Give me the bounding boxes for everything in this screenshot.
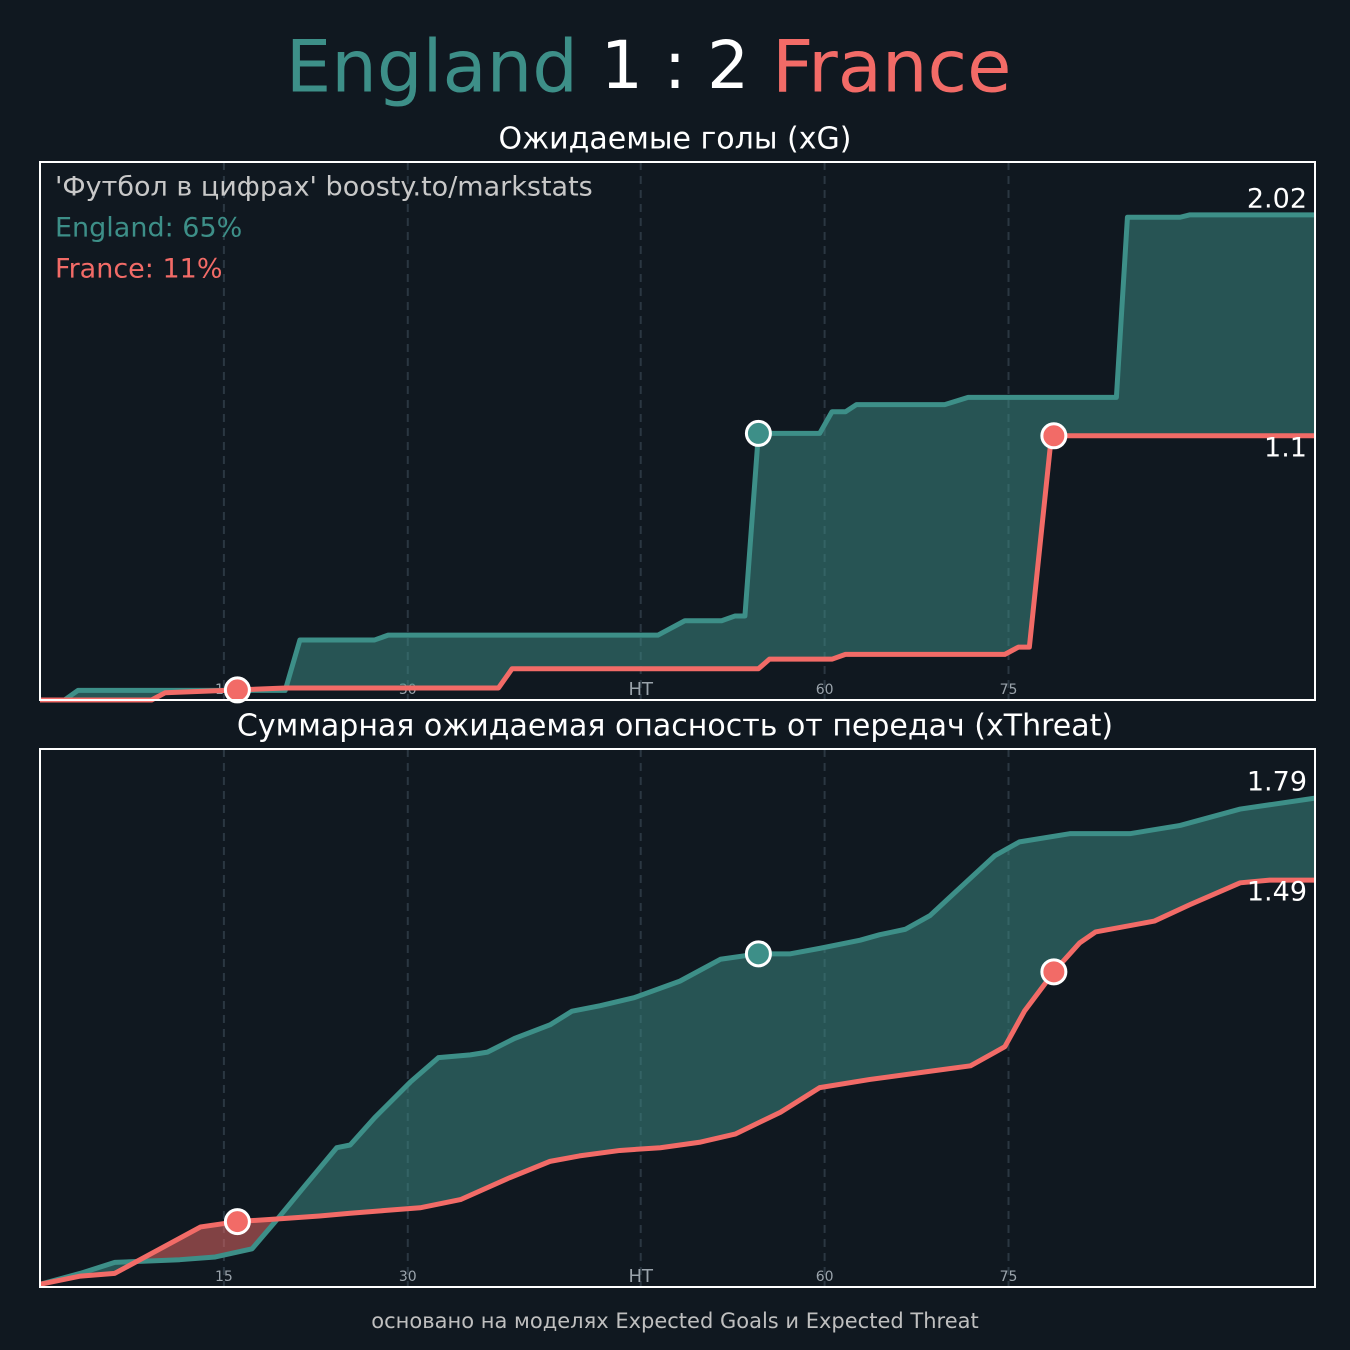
chart-title: Ожидаемые голы (xG): [499, 122, 852, 157]
line: [40, 433, 1315, 703]
goal-marker: [744, 940, 772, 968]
annotation: England: 65%: [55, 213, 242, 244]
x-tick-label: HT: [628, 1266, 654, 1287]
x-tick-label: HT: [628, 679, 654, 700]
line: [39, 877, 1315, 1287]
goal-marker: [223, 1208, 251, 1236]
fill-area: [40, 214, 1315, 700]
goal-marker: [1040, 422, 1068, 450]
line: [40, 212, 1315, 703]
goal-marker: [1040, 958, 1068, 986]
x-tick-label: 30: [399, 1269, 417, 1285]
plot-frame: [39, 161, 1316, 701]
end-value-label: 2.02: [1247, 183, 1307, 214]
x-tick-label: 75: [1000, 1269, 1018, 1285]
x-tick-label: 60: [816, 1269, 834, 1285]
end-value-label: 1.49: [1247, 877, 1307, 908]
x-tick-label: 15: [215, 1269, 233, 1285]
chart-title: Суммарная ожидаемая опасность от передач…: [237, 709, 1113, 744]
home-team: England: [286, 25, 578, 109]
x-tick-label: 60: [816, 682, 834, 698]
footer: основано на моделях Expected Goals и Exp…: [371, 1309, 978, 1333]
plot-frame: [39, 748, 1316, 1288]
goal-marker: [744, 419, 772, 447]
end-value-label: 1.1: [1264, 432, 1307, 463]
score: 1 : 2: [601, 27, 749, 104]
goal-marker: [223, 676, 251, 704]
x-tick-label: 75: [1000, 682, 1018, 698]
end-value-label: 1.79: [1247, 767, 1307, 798]
away-team: France: [772, 25, 1011, 109]
annotation: 'Футбол в цифрах' boosty.to/markstats: [55, 172, 593, 203]
annotation: France: 11%: [55, 254, 222, 285]
